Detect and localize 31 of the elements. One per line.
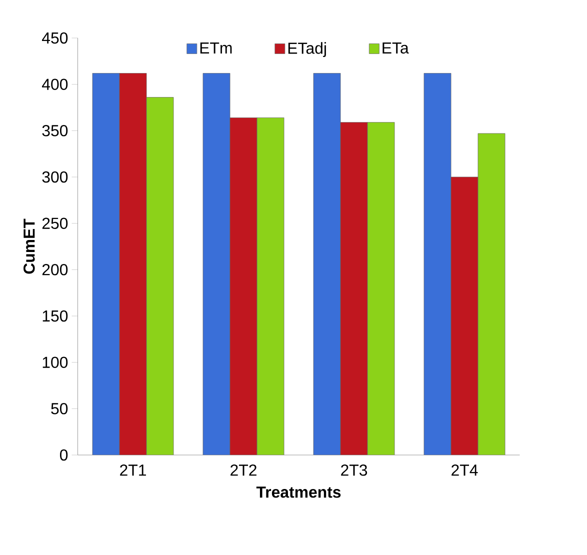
x-tick-label: 2T4 <box>452 464 478 476</box>
x-tick-label: 2T3 <box>341 464 368 476</box>
bar <box>202 73 230 455</box>
y-tick-label: 0 <box>60 449 68 461</box>
legend-label: ETadj <box>288 42 326 58</box>
y-tick-label: 400 <box>42 78 68 90</box>
bar <box>424 73 452 455</box>
bar <box>367 122 395 455</box>
legend-label: ETm <box>200 42 232 54</box>
bar <box>119 73 147 455</box>
bar <box>478 133 506 455</box>
y-tick-label: 350 <box>42 125 68 136</box>
y-axis-title: CumET <box>24 218 35 274</box>
bar <box>450 176 478 455</box>
bar <box>146 97 174 455</box>
y-tick-label: 50 <box>51 403 68 414</box>
x-tick-label: 2T1 <box>120 464 146 476</box>
bar <box>256 117 284 455</box>
y-tick-label: 450 <box>42 32 68 44</box>
y-tick-label: 300 <box>42 171 68 183</box>
y-tick-label: 250 <box>42 218 68 229</box>
legend-label: ETa <box>382 42 409 54</box>
bar <box>340 122 368 455</box>
y-tick-label: 150 <box>42 310 68 322</box>
bar <box>230 117 258 455</box>
y-tick-label: 200 <box>42 264 68 276</box>
bar <box>313 73 341 455</box>
x-axis-title: Treatments <box>256 486 341 498</box>
y-tick-label: 100 <box>42 356 68 368</box>
x-tick-label: 2T2 <box>230 464 256 476</box>
bar <box>92 73 120 455</box>
